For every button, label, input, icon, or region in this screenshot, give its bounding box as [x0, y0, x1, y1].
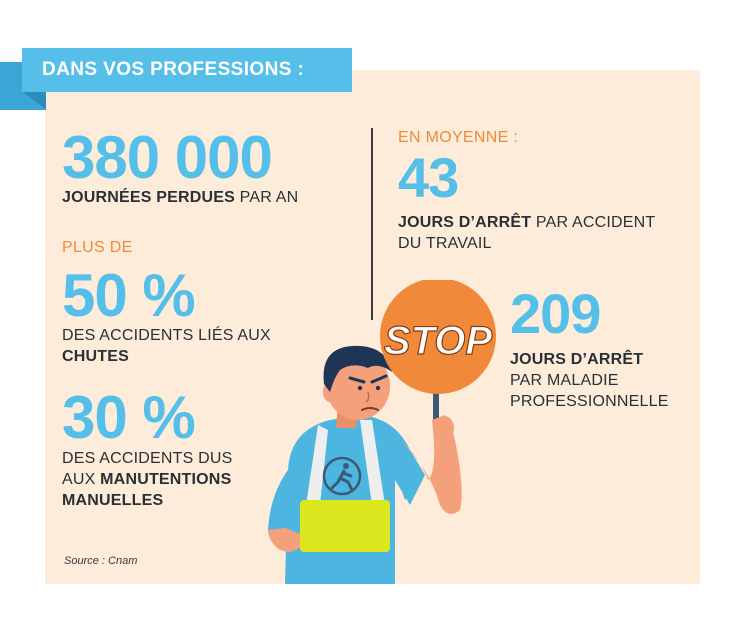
column-divider — [371, 128, 373, 320]
stat-accident-line2: DU TRAVAIL — [398, 235, 492, 252]
stat-falls-line2: CHUTES — [62, 348, 129, 365]
raised-arm — [400, 415, 462, 514]
stat-handling-line2: AUX MANUTENTIONS — [62, 471, 232, 488]
shirt — [285, 415, 425, 584]
stat-disease-line2: PAR MALADIE — [510, 372, 619, 389]
hand — [434, 416, 454, 440]
stat-falls-value: 50 % — [62, 262, 196, 329]
stat-accident-line1: JOURS D’ARRÊT PAR ACCIDENT — [398, 214, 656, 231]
stat-handling-value: 30 % — [62, 384, 196, 451]
vest-pocket — [300, 500, 390, 552]
stat-disease-line1: JOURS D’ARRÊT — [510, 351, 644, 368]
stat-disease-value: 209 — [510, 282, 601, 345]
banner-fold — [0, 62, 46, 110]
stat-disease-line3: PROFESSIONNELLE — [510, 393, 669, 410]
stat-lost-days-value: 380 000 — [62, 124, 273, 191]
stat-falls-prefix: PLUS DE — [62, 239, 133, 256]
hair — [323, 345, 392, 392]
source-note: Source : Cnam — [64, 555, 138, 567]
worker-illustration: STOP — [268, 280, 496, 584]
stat-accident-prefix: EN MOYENNE : — [398, 129, 519, 146]
stop-sign-text: STOP — [384, 319, 493, 363]
logo-icon — [322, 456, 362, 496]
stat-handling-line3: MANUELLES — [62, 492, 164, 509]
sign-pole — [433, 385, 439, 425]
section-banner — [22, 48, 352, 92]
stat-falls-line1: DES ACCIDENTS LIÉS AUX — [62, 327, 271, 344]
stat-handling-line1: DES ACCIDENTS DUS — [62, 450, 233, 467]
stop-sign — [380, 280, 496, 394]
banner-title: DANS VOS PROFESSIONS : — [42, 59, 305, 80]
stat-accident-value: 43 — [398, 146, 459, 209]
stat-lost-days-label: JOURNÉES PERDUES PAR AN — [62, 189, 299, 206]
head — [326, 352, 390, 420]
